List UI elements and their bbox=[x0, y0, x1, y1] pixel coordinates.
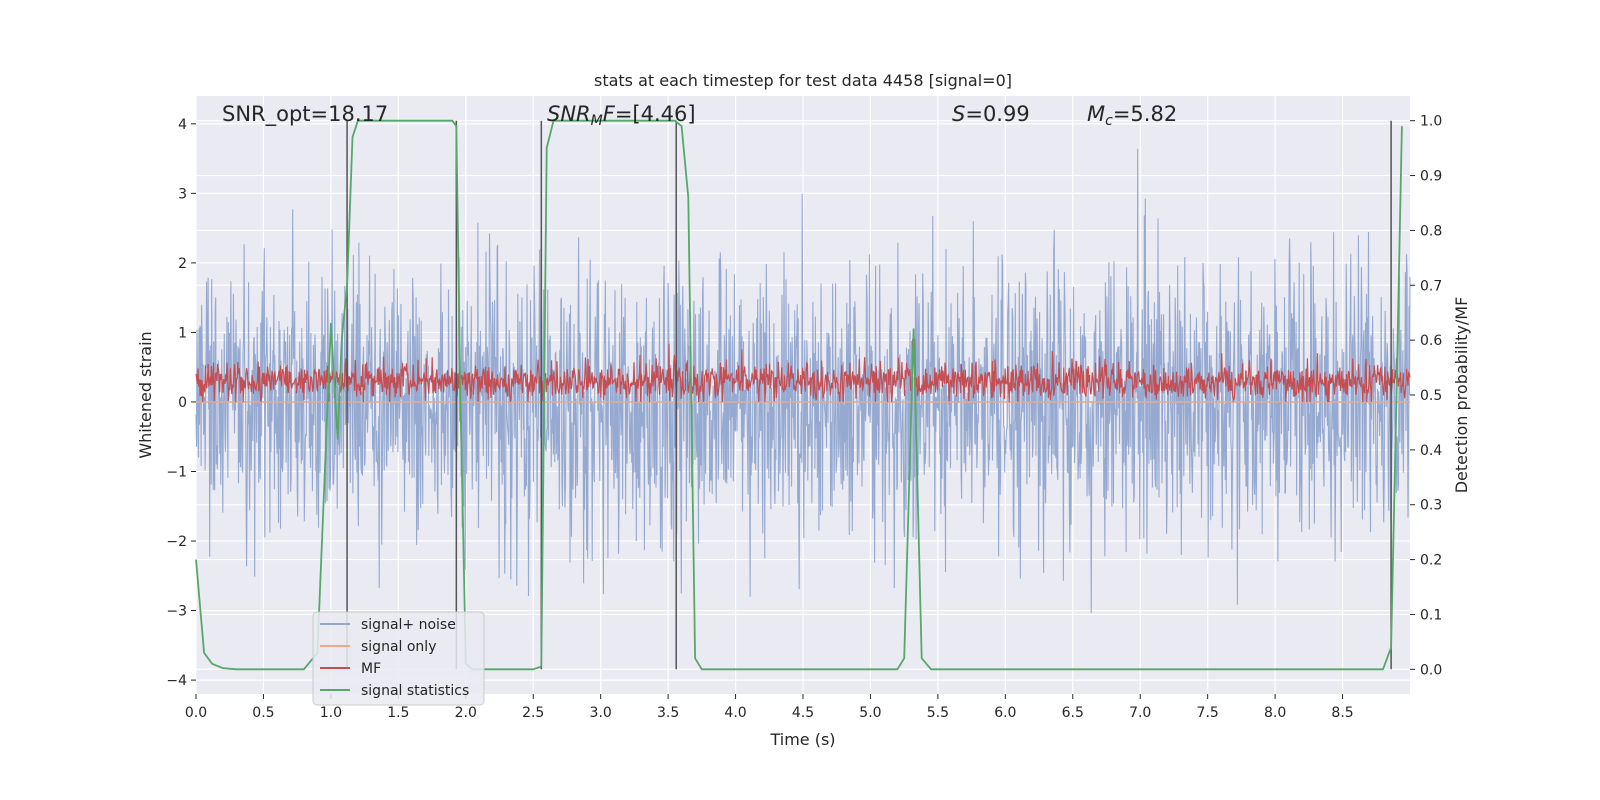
series-signal-statistics bbox=[195, 119, 1403, 671]
legend-entry: signal statistics bbox=[361, 683, 469, 699]
x-tick-label: 0.5 bbox=[252, 705, 274, 721]
legend-box bbox=[312, 611, 485, 706]
x-tick-label: 1.5 bbox=[387, 705, 409, 721]
noise-line bbox=[195, 148, 1411, 614]
chart-title: stats at each timestep for test data 445… bbox=[594, 71, 1012, 90]
annotation-s-var: S bbox=[952, 102, 965, 126]
vertical-lines bbox=[346, 120, 1392, 670]
annotation-snr-opt: SNR_opt=18.17 bbox=[222, 102, 388, 127]
x-tick-label: 4.5 bbox=[792, 705, 814, 721]
annotation-snr-mf-var: SNR bbox=[547, 102, 591, 126]
x-tick-label: 1.0 bbox=[320, 705, 342, 721]
legend-entry: MF bbox=[361, 661, 381, 677]
x-tick-label: 7.0 bbox=[1129, 705, 1151, 721]
y-right-tick-label: 0.2 bbox=[1420, 553, 1442, 569]
series-mf bbox=[195, 338, 1411, 403]
x-tick-label: 7.5 bbox=[1197, 705, 1219, 721]
y-tick-label: −4 bbox=[166, 673, 187, 689]
mf-line bbox=[195, 338, 1411, 403]
x-tick-label: 3.0 bbox=[590, 705, 612, 721]
y-axis-right: 0.0 0.1 0.2 0.3 0.4 0.5 0.6 0.7 0.8 0.9 1.0 bbox=[1410, 114, 1442, 678]
y-right-tick-label: 0.4 bbox=[1420, 443, 1442, 459]
annotation-mc-var: M bbox=[1087, 102, 1105, 126]
x-tick-label: 2.0 bbox=[455, 705, 477, 721]
y-right-tick-label: 0.1 bbox=[1420, 607, 1442, 623]
legend-entry: signal+ noise bbox=[361, 617, 456, 633]
y-axis-left: −4 −3 −2 −1 0 1 2 3 4 bbox=[166, 117, 196, 689]
y-right-tick-label: 0.3 bbox=[1420, 498, 1442, 514]
x-tick-label: 6.0 bbox=[994, 705, 1016, 721]
x-axis-label: Time (s) bbox=[769, 730, 835, 749]
y-right-tick-label: 0.7 bbox=[1420, 278, 1442, 294]
y-tick-label: 0 bbox=[178, 395, 187, 411]
y-right-tick-label: 1.0 bbox=[1420, 114, 1442, 130]
annotation-mc-val: =5.82 bbox=[1113, 102, 1177, 126]
legend-entry: signal only bbox=[361, 639, 436, 655]
annotation-snr-mf: SNRMF=[4.46] bbox=[547, 102, 696, 129]
y-tick-label: −3 bbox=[166, 604, 187, 620]
annotation-snr-mf-val: =[4.46] bbox=[615, 102, 696, 126]
y-right-tick-label: 0.0 bbox=[1420, 662, 1442, 678]
y-tick-label: 3 bbox=[178, 186, 187, 202]
y-tick-label: 1 bbox=[178, 325, 187, 341]
legend: signal+ noise signal only MF signal statist… bbox=[312, 611, 485, 706]
annotation-snr-mf-var2: F bbox=[603, 102, 616, 126]
y-tick-label: −2 bbox=[166, 534, 187, 550]
annotation-mc: Mc=5.82 bbox=[1087, 102, 1177, 129]
annotation-s-val: =0.99 bbox=[965, 102, 1029, 126]
x-tick-label: 5.5 bbox=[927, 705, 949, 721]
y-right-tick-label: 0.8 bbox=[1420, 223, 1442, 239]
annotation-mc-sub: c bbox=[1105, 113, 1113, 129]
x-tick-label: 0.0 bbox=[185, 705, 207, 721]
x-tick-label: 4.0 bbox=[724, 705, 746, 721]
y-axis-right-label: Detection probability/MF bbox=[1452, 297, 1471, 494]
y-right-tick-label: 0.6 bbox=[1420, 333, 1442, 349]
series-signal-noise bbox=[195, 148, 1411, 614]
y-right-tick-label: 0.5 bbox=[1420, 388, 1442, 404]
y-tick-label: 4 bbox=[178, 117, 187, 133]
y-right-tick-label: 0.9 bbox=[1420, 169, 1442, 185]
x-tick-label: 8.0 bbox=[1264, 705, 1286, 721]
annotations: SNR_opt=18.17 SNRMF=[4.46] S=0.99 Mc=5.8… bbox=[222, 102, 1177, 129]
y-tick-label: −1 bbox=[166, 464, 187, 480]
signal-statistics-line bbox=[195, 119, 1403, 671]
x-tick-label: 3.5 bbox=[657, 705, 679, 721]
x-tick-label: 6.5 bbox=[1062, 705, 1084, 721]
y-axis-label: Whitened strain bbox=[136, 331, 155, 458]
annotation-snr-mf-sub: M bbox=[591, 113, 603, 129]
x-tick-label: 8.5 bbox=[1331, 705, 1353, 721]
x-tick-label: 2.5 bbox=[522, 705, 544, 721]
y-tick-label: 2 bbox=[178, 256, 187, 272]
x-tick-label: 5.0 bbox=[859, 705, 881, 721]
x-axis: 0.0 0.5 1.0 1.5 2.0 2.5 3.0 3.5 4.0 4.5 5.0 5.5 6.0 6… bbox=[185, 694, 1354, 721]
annotation-s: S=0.99 bbox=[952, 102, 1030, 126]
